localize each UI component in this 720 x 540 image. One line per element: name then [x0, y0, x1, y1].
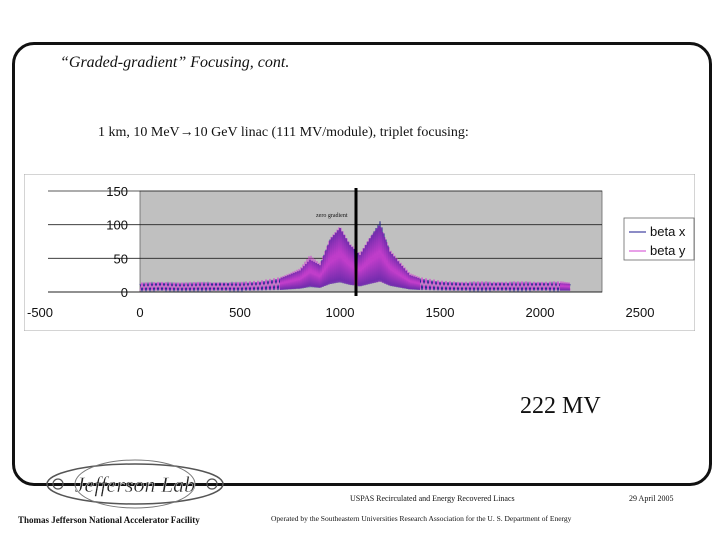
footer-lab-name: Thomas Jefferson National Accelerator Fa…	[18, 515, 200, 525]
slide-title: “Graded-gradient” Focusing, cont.	[60, 54, 290, 71]
x-tick-label: 1000	[326, 305, 355, 320]
y-tick-label: 0	[121, 285, 128, 300]
svg-text:Jefferson Lab: Jefferson Lab	[75, 472, 195, 497]
legend-box	[623, 217, 695, 261]
x-tick-label: 500	[229, 305, 251, 320]
y-tick-label: 100	[106, 218, 128, 233]
y-tick-label: 150	[106, 184, 128, 199]
voltage-label: 222 MV	[520, 393, 601, 419]
jefferson-lab-logo: Jefferson Lab	[46, 459, 224, 509]
x-tick-label: 2500	[626, 305, 655, 320]
footer-course: USPAS Recirculated and Energy Recovered …	[350, 494, 515, 503]
footer-date: 29 April 2005	[629, 494, 674, 503]
legend-label-beta-x: beta x	[650, 224, 686, 239]
footer-operated-by: Operated by the Southeastern Universitie…	[271, 514, 572, 523]
zero-gradient-annotation: zero gradient	[316, 213, 348, 219]
slide-subtitle: 1 km, 10 MeV→10 GeV linac (111 MV/module…	[98, 125, 469, 140]
x-tick-label: 2000	[526, 305, 555, 320]
x-tick-label: 1500	[426, 305, 455, 320]
axis-tick-labels: 0 50 100 150 -500 0 500 1000 1500 2000 2500	[27, 184, 654, 320]
beta-function-chart: zero gradient 0 50 100 150 -500 0 500 1000 1500 2…	[24, 174, 695, 331]
x-tick-label: 0	[136, 305, 143, 320]
x-tick-label: -500	[27, 305, 53, 320]
y-tick-label: 50	[114, 251, 128, 266]
legend-label-beta-y: beta y	[650, 243, 686, 258]
slide-frame	[12, 42, 712, 486]
